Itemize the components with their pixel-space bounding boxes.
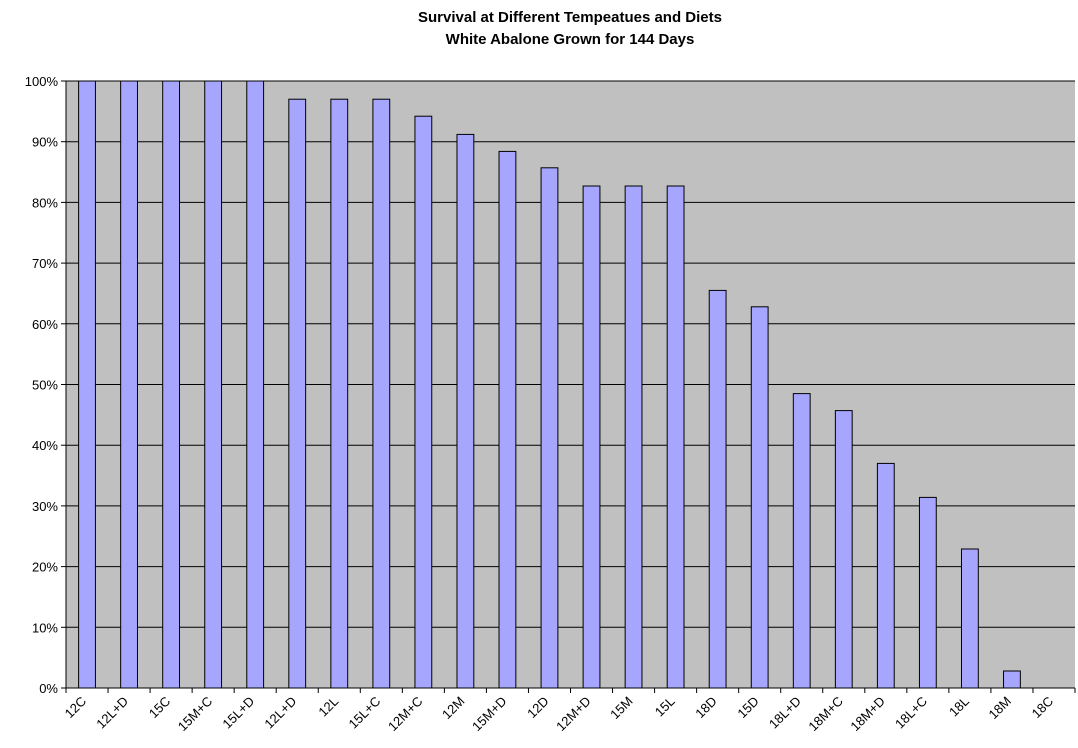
y-tick-label: 70%: [32, 256, 58, 271]
bar: [792, 393, 811, 689]
x-tick-label: 18C: [1029, 694, 1056, 721]
x-tick-label: 12D: [524, 694, 551, 721]
x-tick-label: 12L+D: [261, 694, 299, 732]
x-tick-label: 18L+C: [892, 694, 930, 732]
bar: [330, 98, 349, 689]
bar: [78, 80, 96, 689]
x-tick-label: 15L+C: [345, 694, 383, 732]
y-tick-label: 10%: [32, 620, 58, 635]
bar: [708, 289, 727, 689]
x-tick-label: 18M+C: [805, 694, 846, 735]
bar: [372, 98, 391, 689]
bar: [624, 185, 643, 689]
x-tick-label: 18M: [986, 694, 1014, 722]
x-tick-label: 12M: [439, 694, 467, 722]
x-tick-label: 15M+C: [175, 694, 216, 735]
x-tick-label: 12L+D: [93, 694, 131, 732]
x-tick-label: 15M: [607, 694, 635, 722]
x-tick-label: 18D: [692, 694, 719, 721]
x-tick-label: 15L: [652, 694, 678, 720]
y-tick-label: 30%: [32, 499, 58, 514]
bar: [1003, 670, 1021, 689]
bar: [414, 115, 433, 689]
x-tick-label: 12M+D: [553, 694, 594, 735]
y-tick-label: 60%: [32, 317, 58, 332]
x-tick-label: 18M+D: [847, 694, 888, 735]
y-tick-label: 100%: [25, 74, 59, 89]
y-tick-label: 40%: [32, 438, 58, 453]
bar: [498, 150, 517, 689]
x-tick-label: 12L: [315, 694, 341, 720]
bar: [120, 80, 138, 689]
bar: [288, 98, 307, 689]
bar: [876, 462, 895, 689]
y-tick-label: 20%: [32, 560, 58, 575]
bar: [918, 496, 937, 689]
y-tick-label: 0%: [39, 681, 58, 696]
bar: [456, 133, 475, 689]
x-tick-label: 18L+D: [766, 694, 804, 732]
x-tick-label: 15C: [146, 694, 173, 721]
x-tick-label: 18L: [946, 694, 972, 720]
bar: [960, 548, 979, 689]
y-tick-label: 50%: [32, 378, 58, 393]
x-tick-label: 12M+C: [385, 694, 426, 735]
chart-title: Survival at Different Tempeatues and Die…: [418, 9, 722, 26]
y-tick-label: 80%: [32, 195, 58, 210]
bar: [834, 410, 853, 689]
x-tick-label: 12C: [62, 694, 89, 721]
chart-subtitle: White Abalone Grown for 144 Days: [446, 31, 695, 48]
bar: [666, 185, 685, 689]
bar: [750, 306, 769, 689]
bar: [246, 80, 265, 689]
bar: [162, 80, 181, 689]
y-tick-label: 90%: [32, 135, 58, 150]
x-tick-label: 15L+D: [219, 694, 257, 732]
x-tick-label: 15D: [734, 694, 761, 721]
bar: [582, 185, 601, 689]
bar: [204, 80, 223, 689]
x-tick-label: 15M+D: [469, 694, 510, 735]
bar: [540, 167, 559, 689]
